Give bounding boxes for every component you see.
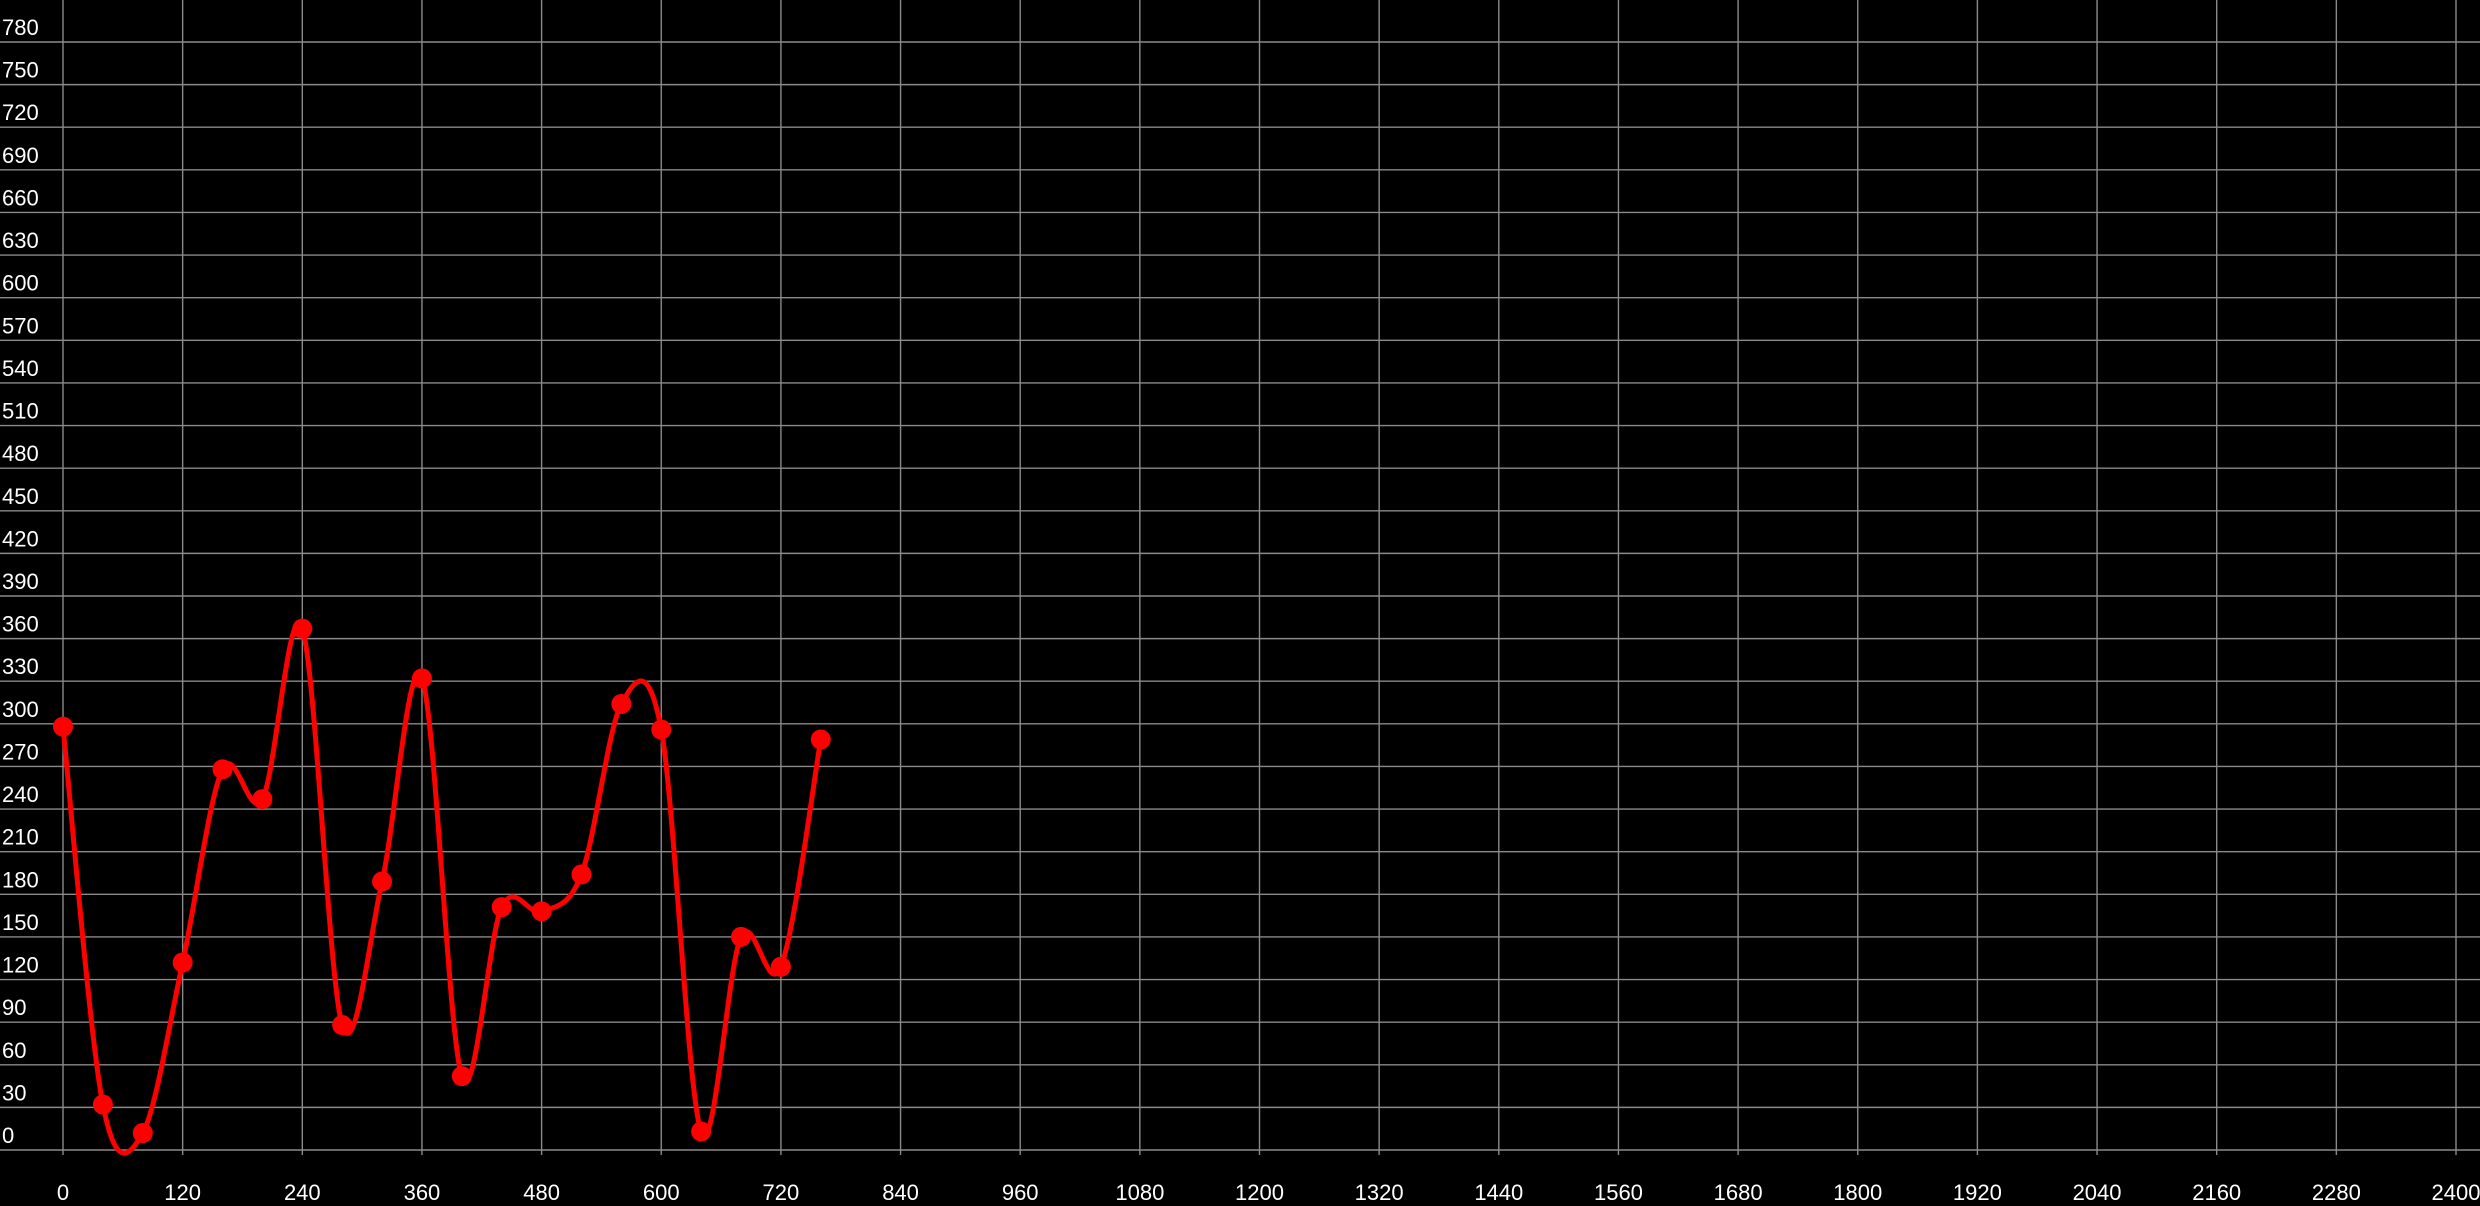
x-tick-label: 2040 — [2073, 1180, 2122, 1205]
x-tick-label: 720 — [763, 1180, 800, 1205]
data-point — [292, 618, 313, 639]
y-tick-label: 540 — [2, 356, 39, 381]
x-tick-label: 360 — [404, 1180, 441, 1205]
x-tick-label: 1800 — [1833, 1180, 1882, 1205]
y-tick-label: 480 — [2, 441, 39, 466]
y-tick-label: 300 — [2, 697, 39, 722]
data-point — [132, 1122, 153, 1143]
x-tick-label: 480 — [523, 1180, 560, 1205]
data-point — [810, 729, 831, 750]
data-point — [491, 897, 512, 918]
y-tick-label: 150 — [2, 910, 39, 935]
y-tick-label: 510 — [2, 399, 39, 424]
data-point — [212, 759, 233, 780]
y-tick-label: 90 — [2, 995, 26, 1020]
y-tick-label: 240 — [2, 782, 39, 807]
y-tick-label: 750 — [2, 58, 39, 83]
data-point — [770, 956, 791, 977]
y-tick-label: 720 — [2, 100, 39, 125]
data-point — [731, 926, 752, 947]
y-tick-label: 60 — [2, 1038, 26, 1063]
x-tick-label: 120 — [164, 1180, 201, 1205]
data-point — [92, 1094, 113, 1115]
x-tick-label: 1080 — [1115, 1180, 1164, 1205]
x-axis-tick-labels: 0 120 240 360 480 600 720 840 960 1080 1200 1320 144… — [57, 1180, 2480, 1205]
x-tick-label: 1320 — [1355, 1180, 1404, 1205]
y-tick-label: 330 — [2, 654, 39, 679]
y-tick-label: 630 — [2, 228, 39, 253]
x-tick-label: 2160 — [2192, 1180, 2241, 1205]
data-point — [611, 693, 632, 714]
x-tick-label: 840 — [882, 1180, 919, 1205]
data-point — [411, 668, 432, 689]
y-axis-tick-labels: 0 30 60 90 120 150 180 210 240 270 300 330 360 390 420… — [2, 15, 39, 1148]
data-point — [53, 716, 73, 737]
data-point — [252, 789, 273, 810]
y-tick-label: 420 — [2, 526, 39, 551]
y-tick-label: 390 — [2, 569, 39, 594]
y-tick-label: 180 — [2, 867, 39, 892]
data-point — [651, 719, 672, 740]
y-tick-label: 0 — [2, 1123, 14, 1148]
x-tick-label: 1680 — [1714, 1180, 1763, 1205]
data-point — [332, 1014, 353, 1035]
y-tick-label: 270 — [2, 739, 39, 764]
x-tick-label: 960 — [1002, 1180, 1039, 1205]
y-tick-label: 360 — [2, 612, 39, 637]
x-tick-label: 240 — [284, 1180, 321, 1205]
data-point — [571, 864, 592, 885]
data-point — [531, 901, 552, 922]
data-point — [691, 1121, 712, 1142]
series-layer — [53, 618, 831, 1156]
x-tick-label: 1920 — [1953, 1180, 2002, 1205]
y-tick-label: 120 — [2, 953, 39, 978]
y-tick-label: 660 — [2, 185, 39, 210]
x-tick-label: 2280 — [2312, 1180, 2361, 1205]
y-tick-label: 450 — [2, 484, 39, 509]
x-tick-label: 1200 — [1235, 1180, 1284, 1205]
y-tick-label: 30 — [2, 1080, 26, 1105]
y-tick-label: 570 — [2, 313, 39, 338]
data-point — [372, 871, 393, 892]
data-point — [172, 952, 193, 973]
x-tick-label: 1440 — [1474, 1180, 1523, 1205]
y-tick-label: 780 — [2, 15, 39, 40]
x-tick-label: 600 — [643, 1180, 680, 1205]
series-line — [60, 621, 824, 1156]
x-tick-label: 0 — [57, 1180, 69, 1205]
y-tick-label: 600 — [2, 271, 39, 296]
y-tick-label: 210 — [2, 825, 39, 850]
data-point — [451, 1066, 472, 1087]
x-tick-label: 1560 — [1594, 1180, 1643, 1205]
y-tick-label: 690 — [2, 143, 39, 168]
x-tick-label: 2400 — [2432, 1180, 2480, 1205]
